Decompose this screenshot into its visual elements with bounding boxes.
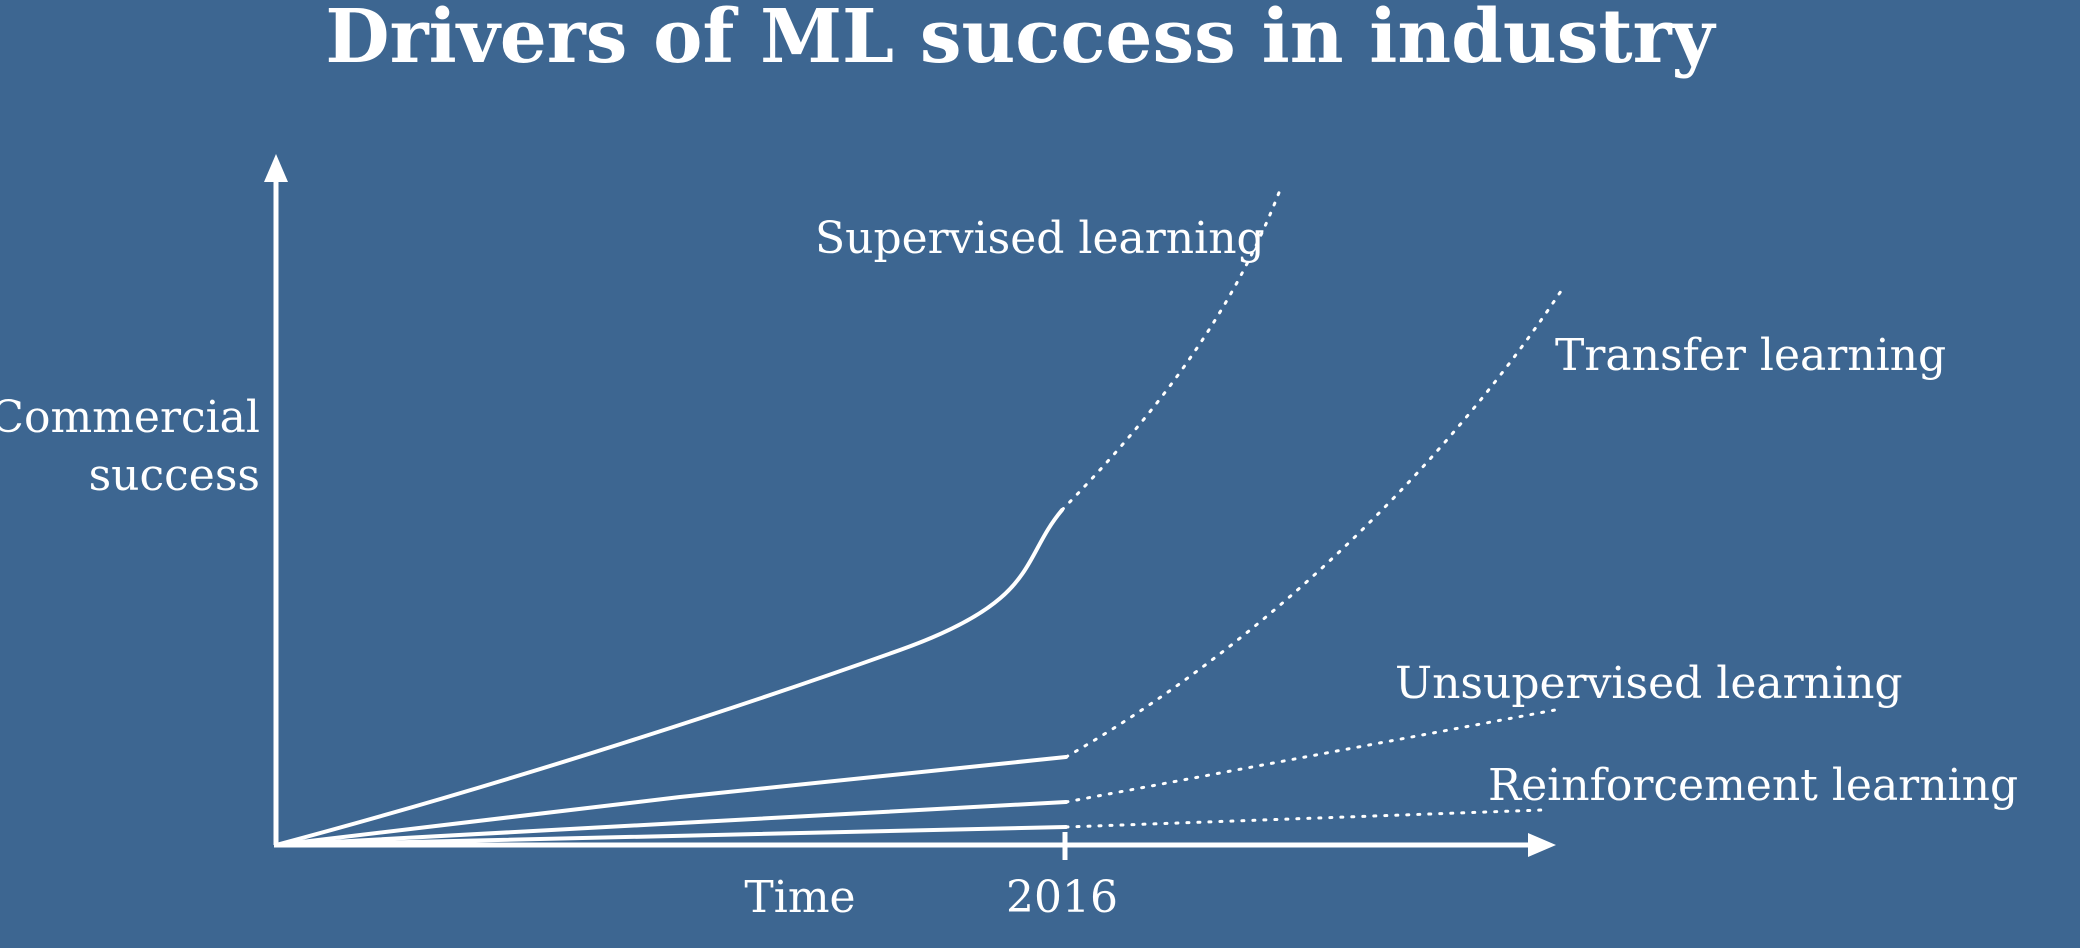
x-axis-tick-label: 2016 [1006,872,1118,923]
diagram-title: Drivers of ML success in industry [325,0,1716,80]
curve-supervised-projection [1060,188,1282,512]
curve-reinforcement-projection [1064,808,1544,829]
curve-transfer-label: Transfer learning [1555,330,1946,381]
curve-reinforcement: Reinforcement learning [274,760,2018,847]
curve-unsupervised-label: Unsupervised learning [1395,658,1903,709]
y-axis-label-line1: Commercial [0,392,260,443]
curve-unsupervised-projection [1064,708,1557,804]
curve-transfer-solid [274,755,1068,847]
y-axis-arrow-icon [264,154,288,182]
x-axis-arrow-icon [1528,833,1556,857]
curve-supervised: Supervised learning [274,188,1282,847]
curve-transfer: Transfer learning [274,283,1946,847]
x-axis [274,832,1556,860]
curve-transfer-projection [1064,283,1567,759]
y-axis [264,154,288,845]
curve-supervised-label: Supervised learning [815,213,1265,264]
curve-unsupervised: Unsupervised learning [274,658,1903,847]
x-axis-label: Time [744,872,855,923]
curve-supervised-solid [274,508,1064,847]
curve-reinforcement-label: Reinforcement learning [1488,760,2018,811]
y-axis-label-line2: success [89,450,260,501]
curve-unsupervised-solid [274,800,1068,847]
curve-reinforcement-solid [274,825,1068,847]
